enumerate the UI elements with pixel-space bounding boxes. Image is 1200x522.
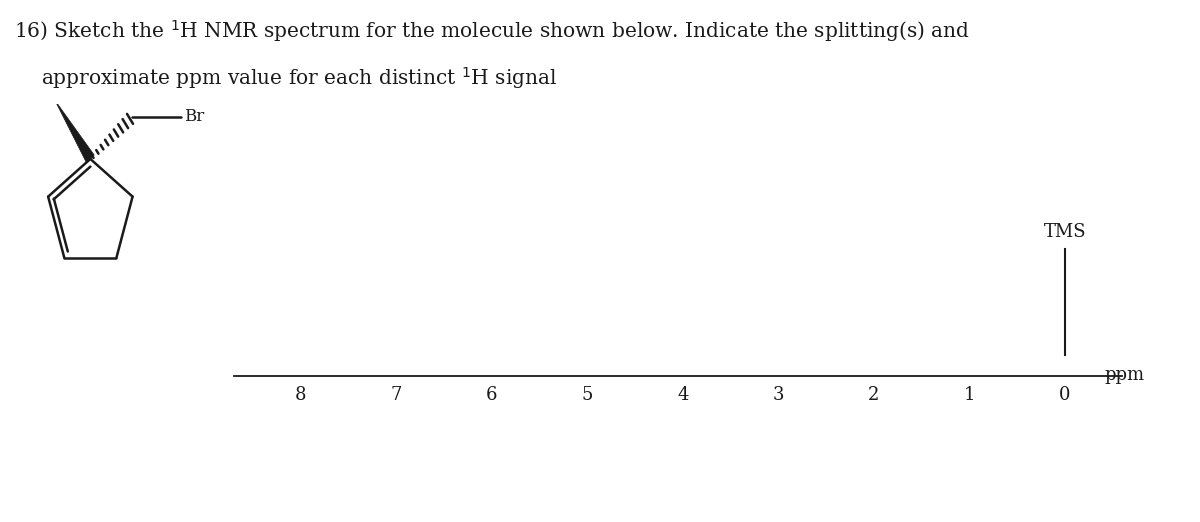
Text: approximate ppm value for each distinct $^1$H signal: approximate ppm value for each distinct … — [41, 65, 557, 91]
Text: 16) Sketch the $^1$H NMR spectrum for the molecule shown below. Indicate the spl: 16) Sketch the $^1$H NMR spectrum for th… — [14, 18, 971, 44]
Text: Br: Br — [184, 108, 204, 125]
Text: TMS: TMS — [1043, 223, 1086, 241]
Text: ppm: ppm — [1105, 366, 1145, 384]
Polygon shape — [55, 100, 95, 163]
